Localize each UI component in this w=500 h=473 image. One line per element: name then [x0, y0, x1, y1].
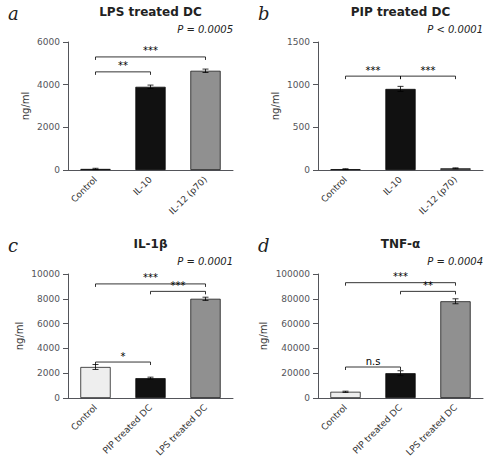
svg-text:100000: 100000 [276, 269, 311, 279]
svg-text:c: c [8, 235, 18, 256]
svg-text:a: a [8, 3, 19, 24]
svg-text:4000: 4000 [37, 343, 60, 353]
svg-text:***: *** [421, 65, 436, 76]
svg-text:LPS treated DC: LPS treated DC [404, 402, 459, 457]
svg-text:0: 0 [304, 393, 310, 403]
svg-text:PIP treated DC: PIP treated DC [101, 402, 154, 455]
svg-text:LPS treated DC: LPS treated DC [99, 5, 202, 19]
svg-text:0: 0 [54, 165, 60, 175]
svg-text:***: *** [143, 272, 158, 283]
svg-text:20000: 20000 [281, 368, 310, 378]
svg-text:P = 0.0004: P = 0.0004 [427, 256, 483, 267]
svg-text:ng/ml: ng/ml [14, 322, 25, 351]
svg-text:2000: 2000 [37, 368, 60, 378]
svg-text:PIP treated DC: PIP treated DC [351, 5, 451, 19]
svg-text:P < 0.0001: P < 0.0001 [427, 24, 483, 35]
svg-text:1500: 1500 [287, 37, 310, 47]
svg-text:PIP treated DC: PIP treated DC [351, 402, 404, 455]
svg-text:ng/ml: ng/ml [270, 92, 281, 121]
svg-text:Control: Control [69, 174, 99, 204]
svg-text:6000: 6000 [37, 37, 60, 47]
svg-text:10000: 10000 [31, 269, 60, 279]
svg-text:2000: 2000 [37, 122, 60, 132]
svg-text:IL-10: IL-10 [381, 174, 404, 197]
svg-text:***: *** [393, 271, 408, 282]
svg-text:LPS treated DC: LPS treated DC [154, 402, 209, 457]
svg-text:60000: 60000 [281, 319, 310, 329]
svg-text:ng/ml: ng/ml [20, 92, 31, 121]
svg-text:***: *** [366, 65, 381, 76]
svg-text:**: ** [423, 280, 433, 291]
svg-text:80000: 80000 [281, 294, 310, 304]
svg-text:500: 500 [293, 122, 310, 132]
svg-text:8000: 8000 [37, 294, 60, 304]
svg-text:0: 0 [54, 393, 60, 403]
svg-text:P = 0.0005: P = 0.0005 [177, 24, 233, 35]
svg-text:1000: 1000 [287, 80, 310, 90]
svg-text:***: *** [171, 280, 186, 291]
svg-text:d: d [258, 235, 270, 256]
svg-text:TNF-α: TNF-α [381, 237, 420, 251]
svg-text:Control: Control [319, 402, 349, 432]
svg-text:IL-12 (p70): IL-12 (p70) [167, 174, 209, 216]
svg-text:Control: Control [69, 402, 99, 432]
svg-text:0: 0 [304, 165, 310, 175]
svg-text:***: *** [143, 45, 158, 56]
svg-text:P = 0.0001: P = 0.0001 [177, 256, 233, 267]
svg-text:IL-10: IL-10 [131, 174, 154, 197]
svg-text:4000: 4000 [37, 80, 60, 90]
svg-text:**: ** [118, 60, 128, 71]
svg-text:Control: Control [319, 174, 349, 204]
svg-text:40000: 40000 [281, 343, 310, 353]
svg-text:*: * [121, 351, 126, 362]
svg-text:b: b [258, 3, 270, 24]
svg-text:IL-1β: IL-1β [133, 237, 167, 251]
svg-text:IL-12 (p70): IL-12 (p70) [417, 174, 459, 216]
svg-text:ng/ml: ng/ml [258, 322, 269, 351]
svg-text:6000: 6000 [37, 319, 60, 329]
svg-text:n.s: n.s [366, 356, 381, 367]
